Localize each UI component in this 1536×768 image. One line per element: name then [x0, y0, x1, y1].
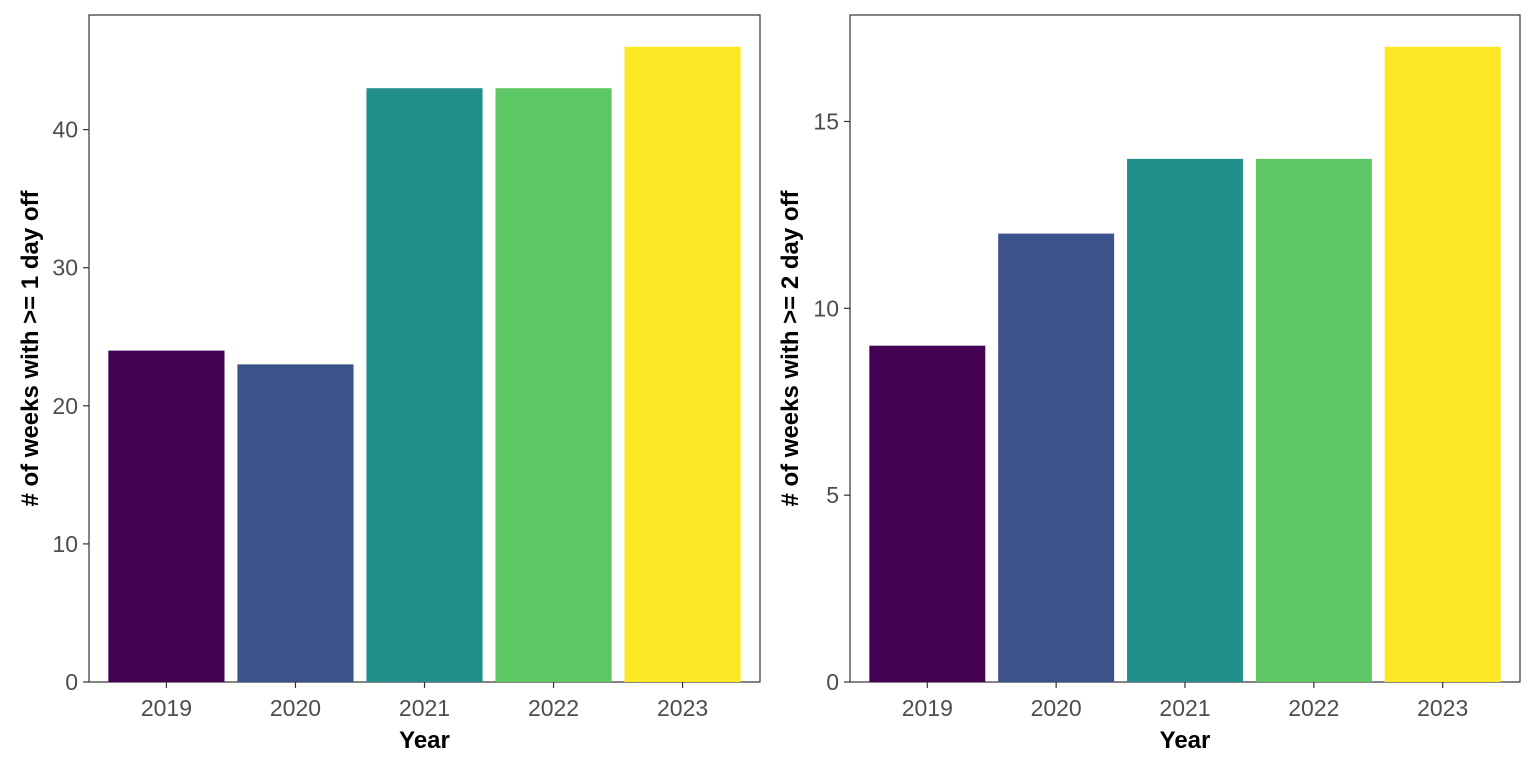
y-tick-label: 0 — [826, 669, 839, 695]
x-tick-label: 2023 — [1417, 695, 1468, 721]
y-axis-ticks: 0 10 20 30 40 — [52, 117, 89, 695]
y-tick-label: 30 — [52, 255, 78, 281]
y-tick-label: 15 — [813, 108, 839, 134]
y-axis-title: # of weeks with >= 2 day off — [777, 189, 804, 506]
y-tick-label: 0 — [65, 669, 78, 695]
y-axis-ticks: 0 5 10 15 — [813, 108, 850, 695]
x-axis-title: Year — [399, 727, 450, 754]
y-tick-label: 40 — [52, 117, 78, 143]
x-tick-label: 2019 — [141, 695, 192, 721]
y-tick-label: 20 — [52, 393, 78, 419]
bar-2023 — [624, 46, 741, 683]
bar-2023 — [1384, 46, 1501, 683]
chart-panel-weeks-2-day-off: 0 5 10 15 2019 2020 2021 2022 2023 Year # of we… — [777, 14, 1521, 754]
x-axis-ticks: 2019 2020 2021 2022 2023 — [902, 682, 1468, 721]
bars — [869, 46, 1501, 683]
bar-2020 — [998, 233, 1115, 683]
bars — [108, 46, 741, 683]
x-tick-label: 2023 — [657, 695, 708, 721]
y-tick-label: 10 — [52, 531, 78, 557]
bar-2020 — [237, 364, 354, 682]
chart-panel-weeks-1-day-off: 0 10 20 30 40 2019 2020 2021 2022 2023 Year # of… — [17, 14, 761, 754]
bar-2021 — [1127, 158, 1243, 683]
bar-2019 — [108, 350, 225, 682]
x-tick-label: 2020 — [270, 695, 321, 721]
x-tick-label: 2022 — [1288, 695, 1339, 721]
y-tick-label: 10 — [813, 295, 839, 321]
x-tick-label: 2022 — [528, 695, 579, 721]
x-tick-label: 2019 — [902, 695, 953, 721]
y-tick-label: 5 — [826, 482, 839, 508]
bar-2021 — [366, 88, 483, 682]
bar-2019 — [869, 345, 986, 682]
bar-2022 — [1255, 158, 1372, 683]
y-axis-title: # of weeks with >= 1 day off — [17, 189, 44, 506]
bar-2022 — [495, 88, 612, 682]
x-axis-ticks: 2019 2020 2021 2022 2023 — [141, 682, 708, 721]
x-tick-label: 2021 — [399, 695, 450, 721]
x-axis-title: Year — [1160, 727, 1211, 754]
x-tick-label: 2021 — [1159, 695, 1210, 721]
x-tick-label: 2020 — [1031, 695, 1082, 721]
